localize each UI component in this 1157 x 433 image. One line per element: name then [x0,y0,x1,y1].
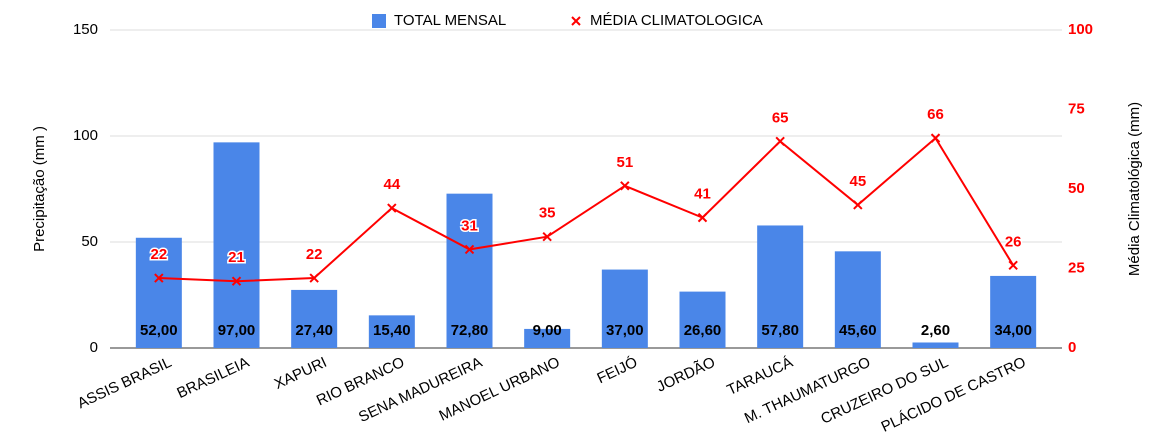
bar-value-label: 2,60 [921,322,950,339]
bar [213,142,260,348]
bar [291,289,338,348]
bar [757,225,804,348]
bar [446,193,493,348]
bar-value-label: 45,60 [839,322,877,339]
bar-value-label: 97,00 [218,322,256,339]
bar [912,342,959,348]
bar-value-label: 57,80 [761,322,799,339]
legend-swatch [571,16,581,26]
bar [601,269,648,348]
bar-value-label: 37,00 [606,322,644,339]
bar [135,237,182,348]
line-value-label: 41 [694,186,711,203]
x-tick-label: PLÁCIDO DE CASTRO [879,354,1029,433]
x-tick-label: M. THAUMATURGO [742,354,873,427]
bar-value-label: 26,60 [684,322,722,339]
y2-axis-title: Média Climatológica (mm) [1126,102,1143,276]
x-tick-label: BRASILEIA [174,354,251,402]
bar [368,315,415,348]
y2-tick-label: 75 [1068,100,1085,117]
line-marker [1008,260,1018,271]
line-value-label: 51 [616,154,633,171]
line-value-label: 44 [383,176,400,193]
line-value-label: 35 [539,205,556,222]
line-value-label: 65 [772,109,789,126]
y2-tick-label: 25 [1068,259,1085,276]
y-tick-label: 0 [90,339,98,356]
y-tick-label: 100 [73,127,98,144]
x-tick-label: FEIJÓ [594,354,640,387]
line-marker [464,244,475,255]
line-value-label: 22 [150,246,167,263]
line-marker [930,133,941,143]
x-tick-label: ASSIS BRASIL [75,354,174,412]
bar-value-label: 15,40 [373,322,411,339]
line-marker [387,203,397,213]
line-value-label: 66 [927,106,944,123]
legend-label: TOTAL MENSAL [394,12,506,29]
y-tick-label: 150 [73,21,98,38]
line-value-label: 22 [306,246,323,263]
line-value-label: 26 [1005,233,1022,250]
line-marker [697,212,708,223]
line-marker [775,136,785,147]
bar-value-label: 34,00 [994,322,1032,339]
bar [679,291,726,348]
bar-value-label: 9,00 [533,322,562,339]
line-value-label: 45 [849,173,866,190]
y-axis-title: Precipitação (mm ) [31,126,48,252]
x-tick-label: JORDÃO [654,354,718,396]
y-tick-label: 50 [81,233,98,250]
line-value-label: 21 [228,249,245,266]
bar [524,328,571,348]
legend-label: MÉDIA CLIMATOLOGICA [590,12,763,29]
line-marker [542,231,552,242]
bar [834,251,881,348]
line [158,136,1015,283]
bar [990,275,1037,348]
line-value-label: 31 [461,217,478,234]
bar-value-label: 52,00 [140,322,178,339]
y2-tick-label: 0 [1068,339,1076,356]
x-tick-label: XAPURI [272,354,330,393]
line-marker [231,276,242,286]
y2-tick-label: 100 [1068,21,1093,38]
line-marker [154,273,164,283]
line-marker [853,200,863,210]
legend-swatch [372,14,386,28]
bar-value-label: 27,40 [295,322,333,339]
y2-tick-label: 50 [1068,180,1085,197]
line-marker [309,273,319,283]
line-marker [620,181,630,191]
bar-value-label: 72,80 [451,322,489,339]
